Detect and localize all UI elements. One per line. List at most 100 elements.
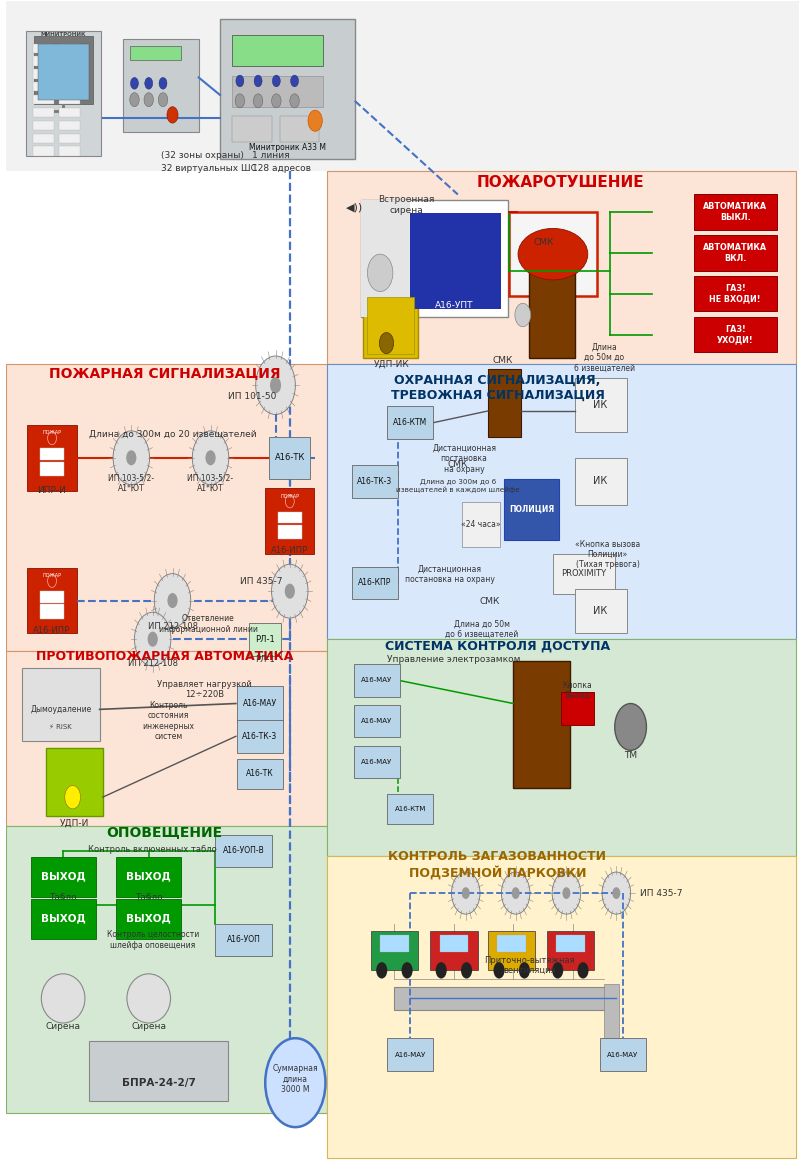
Text: Табло: Табло bbox=[50, 894, 77, 902]
Circle shape bbox=[270, 377, 281, 393]
Bar bbox=[59, 147, 80, 156]
Circle shape bbox=[602, 872, 630, 914]
Text: СИСТЕМА КОНТРОЛЯ ДОСТУПА: СИСТЕМА КОНТРОЛЯ ДОСТУПА bbox=[385, 639, 610, 652]
Bar bbox=[46, 748, 102, 816]
Circle shape bbox=[519, 962, 530, 978]
Text: ГАЗ!
УХОДИ!: ГАЗ! УХОДИ! bbox=[717, 325, 754, 345]
Bar bbox=[605, 984, 618, 1043]
Bar bbox=[546, 930, 594, 970]
Text: 128 адресов: 128 адресов bbox=[252, 164, 310, 174]
Text: ИП 212-108: ИП 212-108 bbox=[147, 622, 198, 631]
Bar bbox=[575, 589, 626, 633]
Circle shape bbox=[271, 564, 308, 618]
Bar bbox=[352, 465, 398, 497]
Circle shape bbox=[130, 93, 139, 107]
Circle shape bbox=[515, 304, 530, 327]
Bar bbox=[232, 76, 323, 107]
Circle shape bbox=[272, 75, 280, 87]
Bar bbox=[462, 502, 500, 547]
Text: ИП 103-5/2-
А1*ЮТ: ИП 103-5/2- А1*ЮТ bbox=[108, 474, 154, 493]
Bar bbox=[529, 253, 575, 358]
Bar bbox=[116, 856, 182, 896]
Bar bbox=[59, 95, 80, 104]
Bar bbox=[33, 134, 54, 143]
Bar bbox=[40, 448, 64, 460]
Text: ИП 435-7: ИП 435-7 bbox=[640, 889, 682, 897]
Text: «24 часа»: «24 часа» bbox=[461, 520, 501, 529]
Bar bbox=[694, 277, 777, 312]
Circle shape bbox=[154, 574, 190, 628]
Text: А16-ИПР: А16-ИПР bbox=[34, 626, 70, 636]
Circle shape bbox=[379, 333, 394, 353]
Text: А16-ТК: А16-ТК bbox=[246, 769, 274, 778]
Bar bbox=[370, 930, 418, 970]
Bar bbox=[40, 591, 64, 603]
Bar bbox=[387, 1038, 434, 1071]
Bar bbox=[237, 686, 282, 721]
Bar bbox=[237, 720, 282, 753]
Bar bbox=[232, 35, 323, 66]
Bar bbox=[694, 195, 777, 230]
Text: Управляет нагрузкой
12÷220В: Управляет нагрузкой 12÷220В bbox=[157, 680, 251, 699]
Text: А16-ТК: А16-ТК bbox=[274, 453, 305, 462]
Text: 32 виртуальных ШС: 32 виртуальных ШС bbox=[161, 164, 257, 174]
Circle shape bbox=[461, 962, 472, 978]
Bar bbox=[26, 30, 101, 156]
Circle shape bbox=[451, 872, 480, 914]
Text: ИК: ИК bbox=[594, 400, 608, 411]
Text: ВЫХОД: ВЫХОД bbox=[41, 914, 86, 924]
Bar bbox=[215, 923, 272, 956]
Circle shape bbox=[130, 77, 138, 89]
Text: ТМ: ТМ bbox=[624, 751, 637, 759]
Text: ПОЖАР: ПОЖАР bbox=[42, 574, 62, 578]
Circle shape bbox=[158, 93, 168, 107]
Circle shape bbox=[144, 93, 154, 107]
Text: Длина
до 50м до
6 извещателей: Длина до 50м до 6 извещателей bbox=[574, 343, 634, 372]
Bar bbox=[34, 36, 94, 104]
Text: ИК: ИК bbox=[594, 476, 608, 486]
Bar bbox=[38, 43, 90, 100]
Bar bbox=[556, 935, 585, 951]
Text: КОНТРОЛЬ ЗАГАЗОВАННОСТИ
ПОДЗЕМНОЙ ПАРКОВКИ: КОНТРОЛЬ ЗАГАЗОВАННОСТИ ПОДЗЕМНОЙ ПАРКОВ… bbox=[389, 850, 606, 880]
Bar bbox=[380, 935, 409, 951]
Text: А16-МАУ: А16-МАУ bbox=[607, 1051, 638, 1058]
Bar bbox=[387, 794, 434, 825]
Ellipse shape bbox=[127, 974, 170, 1023]
Text: УДП-И: УДП-И bbox=[59, 819, 89, 827]
Text: ВЫХОД: ВЫХОД bbox=[41, 872, 86, 882]
Circle shape bbox=[254, 94, 263, 108]
Bar bbox=[266, 488, 314, 554]
Text: А16-УОП: А16-УОП bbox=[227, 935, 261, 944]
Text: «Кнопка вызова
Полиции»
(Тихая тревога): «Кнопка вызова Полиции» (Тихая тревога) bbox=[575, 540, 640, 569]
Text: УДП-ИК: УДП-ИК bbox=[374, 360, 409, 368]
Bar bbox=[327, 171, 796, 364]
Bar bbox=[33, 69, 54, 79]
Bar bbox=[116, 899, 182, 938]
Circle shape bbox=[376, 962, 387, 978]
Circle shape bbox=[285, 584, 295, 598]
Bar bbox=[6, 827, 327, 1113]
Circle shape bbox=[113, 430, 150, 484]
Circle shape bbox=[271, 94, 281, 108]
Circle shape bbox=[308, 110, 322, 131]
Bar bbox=[123, 39, 198, 133]
Circle shape bbox=[367, 255, 393, 292]
Bar bbox=[279, 116, 319, 142]
Bar bbox=[40, 604, 64, 619]
Bar bbox=[59, 108, 80, 117]
Bar bbox=[430, 930, 478, 970]
Circle shape bbox=[502, 872, 530, 914]
Text: А16-МАУ: А16-МАУ bbox=[362, 677, 393, 683]
Text: ВЫХОД: ВЫХОД bbox=[126, 914, 171, 924]
Bar bbox=[694, 318, 777, 352]
Text: Сирена: Сирена bbox=[46, 1022, 81, 1031]
Circle shape bbox=[159, 77, 167, 89]
Bar bbox=[22, 669, 99, 741]
Bar bbox=[488, 930, 535, 970]
Text: Длина до 50м
до 6 извещателей: Длина до 50м до 6 извещателей bbox=[445, 619, 518, 638]
Bar bbox=[237, 759, 282, 789]
Text: Встроенная
сирена: Встроенная сирена bbox=[378, 196, 435, 215]
Bar bbox=[354, 746, 400, 779]
Bar bbox=[27, 568, 77, 633]
Bar bbox=[215, 834, 272, 867]
